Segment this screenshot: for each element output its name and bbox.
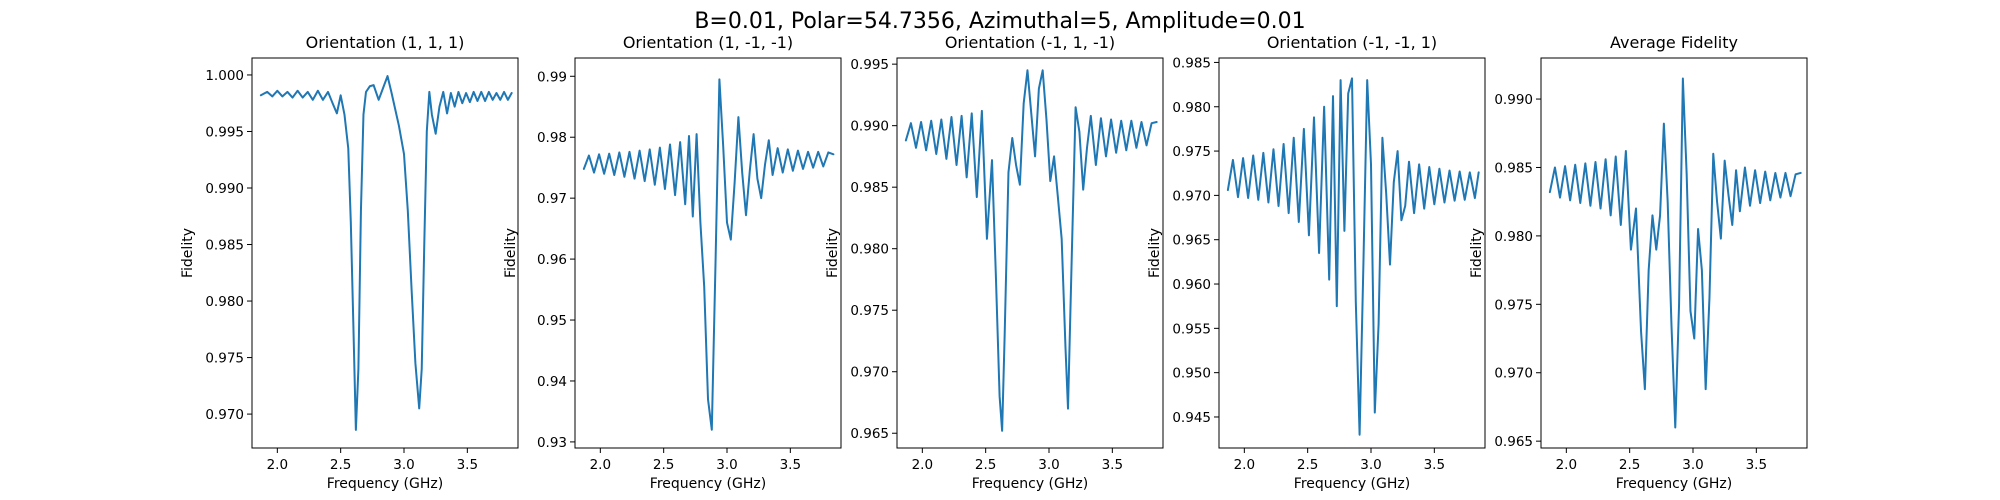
axes-frame bbox=[896, 57, 1164, 449]
y-axis-label: Fidelity bbox=[825, 228, 841, 278]
y-tick-label: 0.980 bbox=[1494, 229, 1533, 245]
y-tick-label: 0.95 bbox=[537, 313, 567, 329]
x-tick-label: 3.0 bbox=[1360, 457, 1381, 473]
subplot-title: Orientation (1, -1, -1) bbox=[623, 33, 793, 52]
y-tick-label: 0.965 bbox=[1494, 434, 1533, 450]
axes-frame bbox=[1540, 57, 1808, 449]
series-line-1 bbox=[1226, 77, 1480, 436]
y-tick-label: 0.960 bbox=[1172, 277, 1211, 293]
y-axis-label: Fidelity bbox=[503, 228, 519, 278]
y-tick-label: 0.980 bbox=[850, 242, 889, 258]
figure-suptitle: B=0.01, Polar=54.7356, Azimuthal=5, Ampl… bbox=[694, 9, 1305, 34]
y-tick-label: 0.945 bbox=[1172, 410, 1211, 426]
y-tick-label: 0.985 bbox=[1172, 55, 1211, 71]
x-axis-label: Frequency (GHz) bbox=[1616, 476, 1732, 492]
x-tick-label: 3.5 bbox=[1746, 457, 1767, 473]
x-tick-label: 2.0 bbox=[590, 457, 611, 473]
y-tick-label: 0.94 bbox=[537, 374, 567, 390]
y-tick-label: 0.99 bbox=[537, 69, 567, 85]
x-tick-label: 2.5 bbox=[653, 457, 674, 473]
series-line-1 bbox=[904, 69, 1158, 432]
subplot-3: 2.0 2.5 3.0 3.5 0.965 0.970 0.975 0.980 0.985 0.9… bbox=[825, 33, 1164, 492]
subplot-4: 2.0 2.5 3.0 3.5 0.945 0.950 0.955 0.960 0.965 0.9… bbox=[1147, 33, 1486, 492]
subplot-grid: 2.0 2.5 3.0 3.5 0.970 0.975 0.980 0.985 0.990 0.9… bbox=[180, 33, 1808, 492]
y-tick-label: 0.975 bbox=[205, 351, 244, 367]
x-tick-label: 2.5 bbox=[1619, 457, 1640, 473]
subplot-5: 2.0 2.5 3.0 3.5 0.965 0.970 0.975 0.980 0.985 0.9… bbox=[1469, 33, 1808, 492]
y-tick-label: 0.98 bbox=[537, 130, 567, 146]
y-tick-label: 0.965 bbox=[850, 426, 889, 442]
series-line-1 bbox=[259, 75, 513, 431]
y-tick-label: 0.970 bbox=[1494, 366, 1533, 382]
x-tick-label: 3.5 bbox=[1102, 457, 1123, 473]
subplot-title: Orientation (1, 1, 1) bbox=[306, 33, 465, 52]
x-tick-label: 2.0 bbox=[912, 457, 933, 473]
series-line-1 bbox=[1548, 77, 1802, 429]
subplot-title: Orientation (-1, -1, 1) bbox=[1267, 33, 1437, 52]
x-axis-label: Frequency (GHz) bbox=[327, 476, 443, 492]
y-tick-label: 0.955 bbox=[1172, 321, 1211, 337]
axes-frame bbox=[574, 57, 842, 449]
y-tick-label: 0.965 bbox=[1172, 233, 1211, 249]
series-line-1 bbox=[582, 78, 835, 431]
y-axis-label: Fidelity bbox=[1469, 228, 1485, 278]
x-axis-label: Frequency (GHz) bbox=[972, 476, 1088, 492]
x-tick-label: 2.5 bbox=[1297, 457, 1318, 473]
y-tick-label: 0.970 bbox=[850, 365, 889, 381]
subplot-title: Orientation (-1, 1, -1) bbox=[945, 33, 1115, 52]
x-tick-label: 3.0 bbox=[716, 457, 737, 473]
y-tick-label: 0.970 bbox=[1172, 188, 1211, 204]
x-tick-label: 3.5 bbox=[457, 457, 478, 473]
x-tick-label: 2.5 bbox=[330, 457, 351, 473]
y-tick-label: 0.975 bbox=[1172, 144, 1211, 160]
y-tick-label: 0.950 bbox=[1172, 366, 1211, 382]
y-tick-label: 0.990 bbox=[850, 119, 889, 135]
y-tick-label: 0.93 bbox=[537, 435, 567, 451]
y-tick-label: 0.96 bbox=[537, 252, 567, 268]
y-tick-label: 0.980 bbox=[205, 294, 244, 310]
y-tick-label: 0.985 bbox=[1494, 160, 1533, 176]
x-tick-label: 3.0 bbox=[1038, 457, 1059, 473]
x-tick-label: 2.0 bbox=[1234, 457, 1255, 473]
x-tick-label: 3.5 bbox=[1424, 457, 1445, 473]
y-tick-label: 0.975 bbox=[1494, 297, 1533, 313]
x-tick-label: 3.5 bbox=[780, 457, 801, 473]
x-axis-label: Frequency (GHz) bbox=[1294, 476, 1410, 492]
y-tick-label: 0.985 bbox=[205, 238, 244, 254]
y-tick-label: 0.975 bbox=[850, 303, 889, 319]
x-tick-label: 2.5 bbox=[975, 457, 996, 473]
axes-frame bbox=[251, 57, 519, 449]
x-tick-label: 2.0 bbox=[1556, 457, 1577, 473]
y-tick-label: 0.990 bbox=[1494, 92, 1533, 108]
axes-frame bbox=[1218, 57, 1486, 449]
subplot-title: Average Fidelity bbox=[1610, 33, 1738, 52]
y-axis-label: Fidelity bbox=[1147, 228, 1163, 278]
y-tick-label: 1.000 bbox=[205, 68, 244, 84]
y-tick-label: 0.990 bbox=[205, 181, 244, 197]
subplot-2: 2.0 2.5 3.0 3.5 0.93 0.94 0.95 0.96 0.97 0.98 0.99… bbox=[503, 33, 842, 492]
x-tick-label: 2.0 bbox=[267, 457, 288, 473]
y-tick-label: 0.995 bbox=[205, 124, 244, 140]
y-tick-label: 0.985 bbox=[850, 180, 889, 196]
y-tick-label: 0.97 bbox=[537, 191, 567, 207]
x-tick-label: 3.0 bbox=[1682, 457, 1703, 473]
x-axis-label: Frequency (GHz) bbox=[650, 476, 766, 492]
y-axis-label: Fidelity bbox=[180, 228, 196, 278]
y-tick-label: 0.970 bbox=[205, 407, 244, 423]
y-tick-label: 0.980 bbox=[1172, 100, 1211, 116]
x-tick-label: 3.0 bbox=[393, 457, 414, 473]
subplot-1: 2.0 2.5 3.0 3.5 0.970 0.975 0.980 0.985 0.990 0.9… bbox=[180, 33, 519, 492]
y-tick-label: 0.995 bbox=[850, 57, 889, 73]
